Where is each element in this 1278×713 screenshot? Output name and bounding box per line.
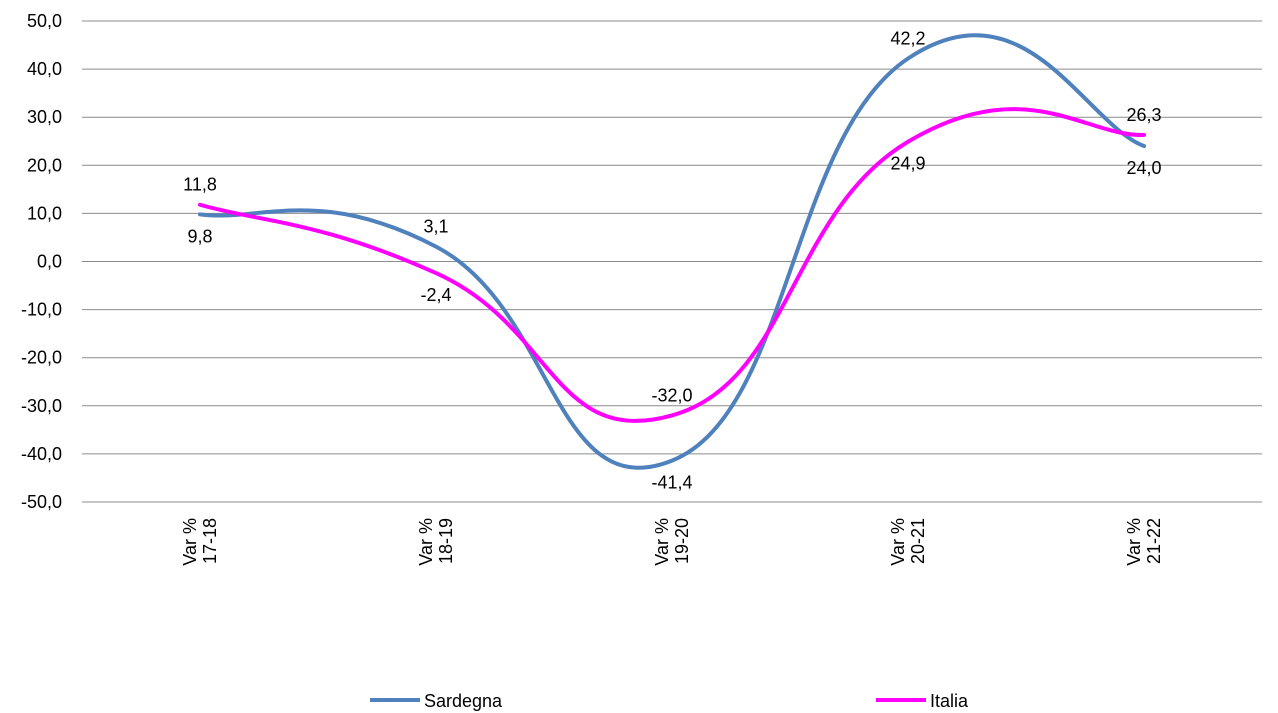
y-tick-label: -10,0 <box>21 300 62 320</box>
data-label-sardegna: 9,8 <box>187 226 212 246</box>
x-tick-label: Var %21-22 <box>1124 518 1164 566</box>
series-line-italia <box>198 107 1146 423</box>
legend: Sardegna Italia <box>370 691 969 711</box>
data-label-sardegna: 42,2 <box>890 29 925 49</box>
legend-label: Italia <box>930 691 969 711</box>
y-tick-label: 40,0 <box>27 59 62 79</box>
y-tick-label: 0,0 <box>37 252 62 272</box>
legend-label: Sardegna <box>424 691 503 711</box>
data-labels: 9,8 3,1 -41,4 42,2 24,0 11,8 -2,4 -32,0 24,9 26,3 <box>183 29 1161 493</box>
y-tick-label: -20,0 <box>21 348 62 368</box>
y-tick-label: 50,0 <box>27 11 62 31</box>
data-label-italia: -32,0 <box>651 385 692 405</box>
x-tick-label: Var %18-19 <box>416 518 456 566</box>
y-axis-tick-labels: 50,0 40,0 30,0 20,0 10,0 0,0 -10,0 -20,0 -30,0 -4… <box>21 11 62 512</box>
data-label-italia: 24,9 <box>890 154 925 174</box>
data-label-sardegna: 3,1 <box>423 217 448 237</box>
y-tick-label: -40,0 <box>21 444 62 464</box>
x-tick-label: Var %20-21 <box>888 518 928 566</box>
x-axis-tick-labels: Var %17-18 Var %18-19 Var %19-20 Var %20-21… <box>180 518 1164 566</box>
y-tick-label: -50,0 <box>21 492 62 512</box>
y-tick-label: 10,0 <box>27 203 62 223</box>
x-tick-label: Var %19-20 <box>652 518 692 566</box>
y-tick-label: 20,0 <box>27 155 62 175</box>
data-label-italia: 11,8 <box>183 175 217 195</box>
x-tick-label: Var %17-18 <box>180 518 220 566</box>
series-lines <box>198 33 1146 470</box>
data-label-italia: -2,4 <box>420 285 451 305</box>
y-tick-label: 30,0 <box>27 107 62 127</box>
data-label-sardegna: -41,4 <box>651 473 692 493</box>
gridlines <box>82 20 1262 503</box>
y-tick-label: -30,0 <box>21 396 62 416</box>
data-label-sardegna: 24,0 <box>1126 158 1161 178</box>
series-line-sardegna <box>198 33 1146 470</box>
data-label-italia: 26,3 <box>1126 105 1161 125</box>
